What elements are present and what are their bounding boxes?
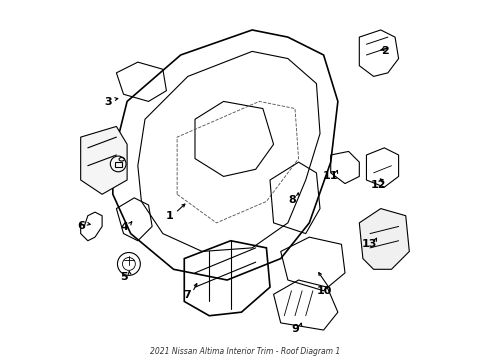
Polygon shape bbox=[113, 30, 338, 280]
Text: 7: 7 bbox=[183, 290, 191, 300]
Text: 10: 10 bbox=[317, 287, 332, 296]
Polygon shape bbox=[359, 208, 409, 269]
Text: 2021 Nissan Altima Interior Trim - Roof Diagram 1: 2021 Nissan Altima Interior Trim - Roof … bbox=[150, 347, 340, 356]
Bar bbox=[115, 162, 122, 167]
Text: 11: 11 bbox=[323, 171, 339, 181]
Text: 4: 4 bbox=[121, 222, 128, 232]
Polygon shape bbox=[81, 126, 127, 194]
Text: 8: 8 bbox=[289, 195, 296, 204]
Text: 5: 5 bbox=[121, 272, 128, 282]
Text: 13: 13 bbox=[362, 239, 377, 249]
Text: 9: 9 bbox=[291, 324, 299, 334]
Text: 3: 3 bbox=[105, 97, 112, 107]
Text: 2: 2 bbox=[381, 46, 389, 56]
Text: 6: 6 bbox=[77, 221, 85, 231]
Text: 1: 1 bbox=[166, 211, 174, 221]
Text: 12: 12 bbox=[370, 180, 386, 190]
